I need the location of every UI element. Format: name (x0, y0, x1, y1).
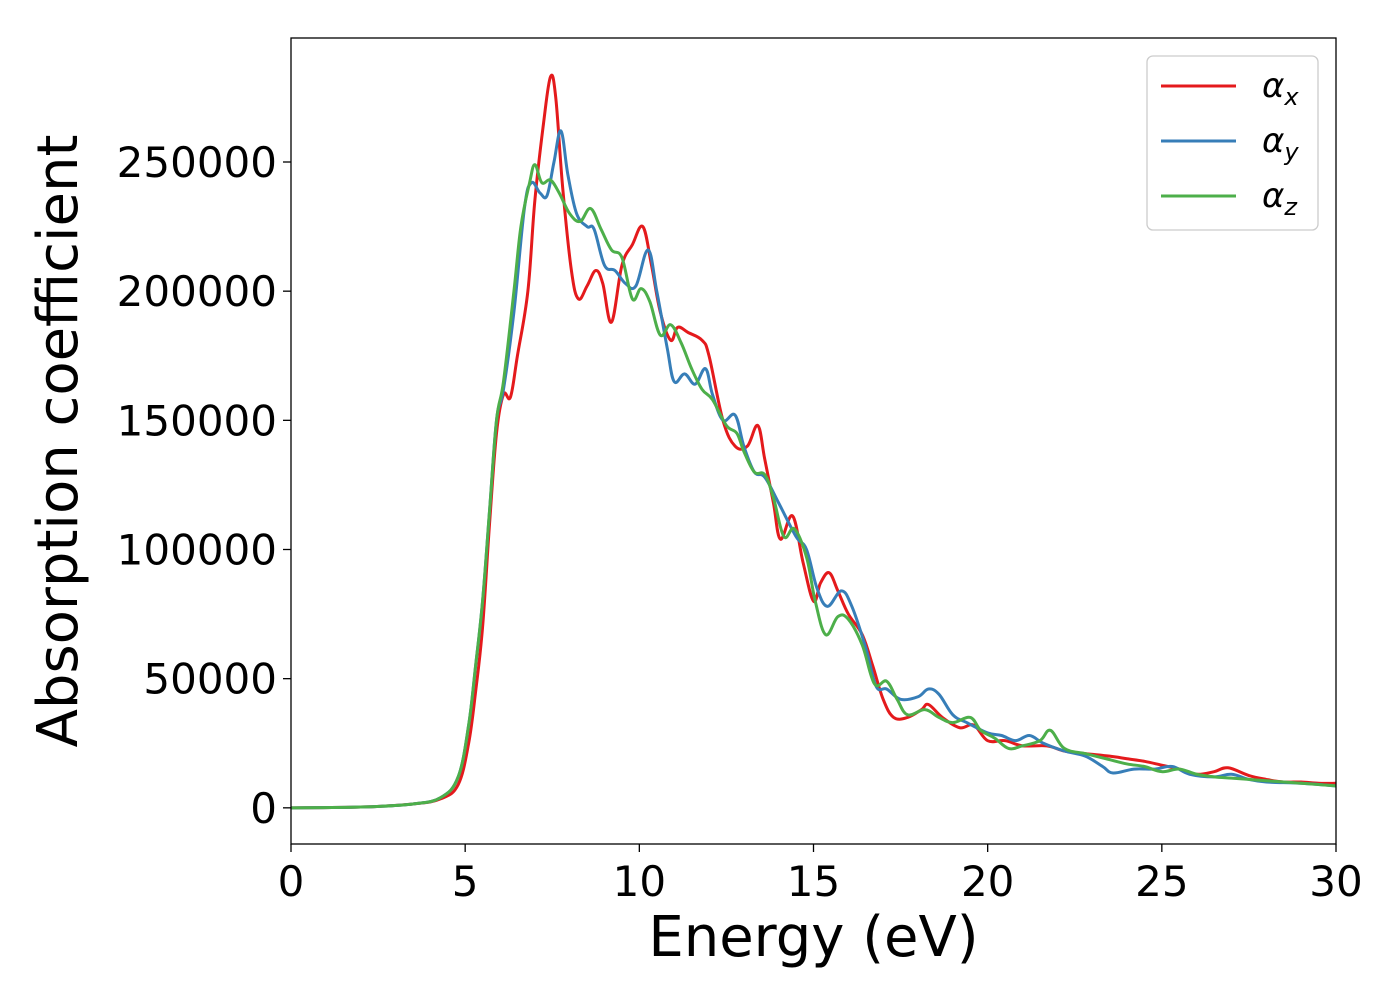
series-line-x (291, 73, 1336, 810)
x-tick-label: 5 (452, 857, 479, 906)
series-line-z (291, 163, 1336, 810)
y-axis-label: Absorption coefficient (26, 135, 91, 748)
x-tick-label: 30 (1309, 857, 1362, 906)
legend-label-y: αy (1262, 121, 1299, 166)
legend-label-x: αx (1262, 66, 1299, 111)
x-axis-label: Energy (eV) (648, 905, 978, 970)
legend: αx αy αz (1146, 55, 1319, 231)
y-tick-label: 200000 (117, 267, 277, 316)
y-tick-label: 0 (250, 784, 277, 833)
y-tick-label: 250000 (117, 138, 277, 187)
series-layer (291, 73, 1336, 810)
y-tick-label: 150000 (117, 396, 277, 445)
legend-box (1146, 55, 1319, 231)
legend-label-z: αz (1262, 176, 1298, 221)
x-tick-label: 20 (961, 857, 1014, 906)
y-axis-ticks: 0 50000 100000 150000 200000 250000 (117, 138, 291, 833)
x-tick-label: 25 (1135, 857, 1188, 906)
x-axis-ticks: 0 5 10 15 20 25 30 (278, 844, 1363, 906)
y-tick-label: 50000 (143, 655, 277, 704)
series-line-y (291, 129, 1336, 810)
y-tick-label: 100000 (117, 526, 277, 575)
x-tick-label: 10 (613, 857, 666, 906)
x-tick-label: 0 (278, 857, 305, 906)
x-tick-label: 15 (787, 857, 840, 906)
